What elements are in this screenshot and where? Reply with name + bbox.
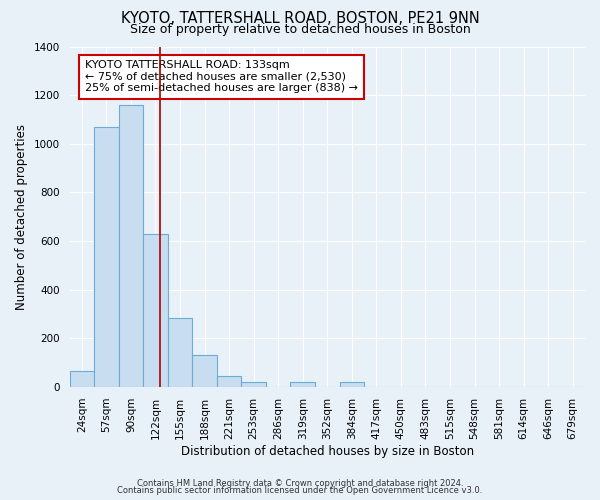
- Text: KYOTO, TATTERSHALL ROAD, BOSTON, PE21 9NN: KYOTO, TATTERSHALL ROAD, BOSTON, PE21 9N…: [121, 11, 479, 26]
- Bar: [241, 382, 266, 387]
- Bar: [119, 105, 143, 387]
- X-axis label: Distribution of detached houses by size in Boston: Distribution of detached houses by size …: [181, 444, 474, 458]
- Bar: [143, 234, 168, 387]
- Bar: [340, 382, 364, 387]
- Text: KYOTO TATTERSHALL ROAD: 133sqm
← 75% of detached houses are smaller (2,530)
25% : KYOTO TATTERSHALL ROAD: 133sqm ← 75% of …: [85, 60, 358, 94]
- Bar: [168, 318, 192, 387]
- Bar: [70, 372, 94, 387]
- Text: Size of property relative to detached houses in Boston: Size of property relative to detached ho…: [130, 22, 470, 36]
- Bar: [217, 376, 241, 387]
- Text: Contains HM Land Registry data © Crown copyright and database right 2024.: Contains HM Land Registry data © Crown c…: [137, 478, 463, 488]
- Bar: [94, 127, 119, 387]
- Y-axis label: Number of detached properties: Number of detached properties: [15, 124, 28, 310]
- Bar: [192, 356, 217, 387]
- Bar: [290, 382, 315, 387]
- Text: Contains public sector information licensed under the Open Government Licence v3: Contains public sector information licen…: [118, 486, 482, 495]
